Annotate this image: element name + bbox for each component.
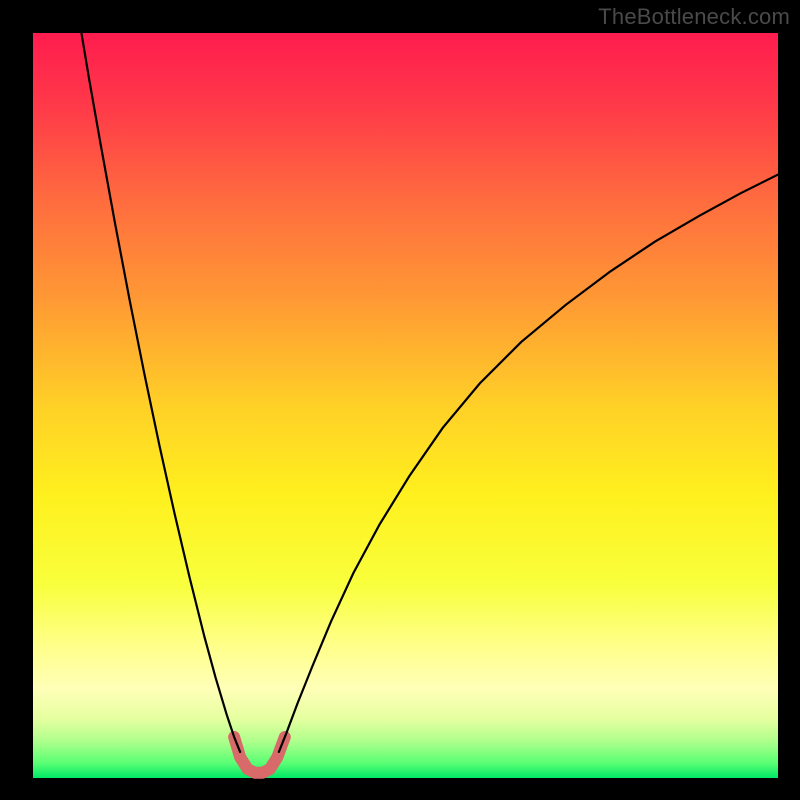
watermark-text: TheBottleneck.com: [598, 4, 790, 30]
plot-background: [33, 33, 778, 778]
bottleneck-chart: [0, 0, 800, 800]
